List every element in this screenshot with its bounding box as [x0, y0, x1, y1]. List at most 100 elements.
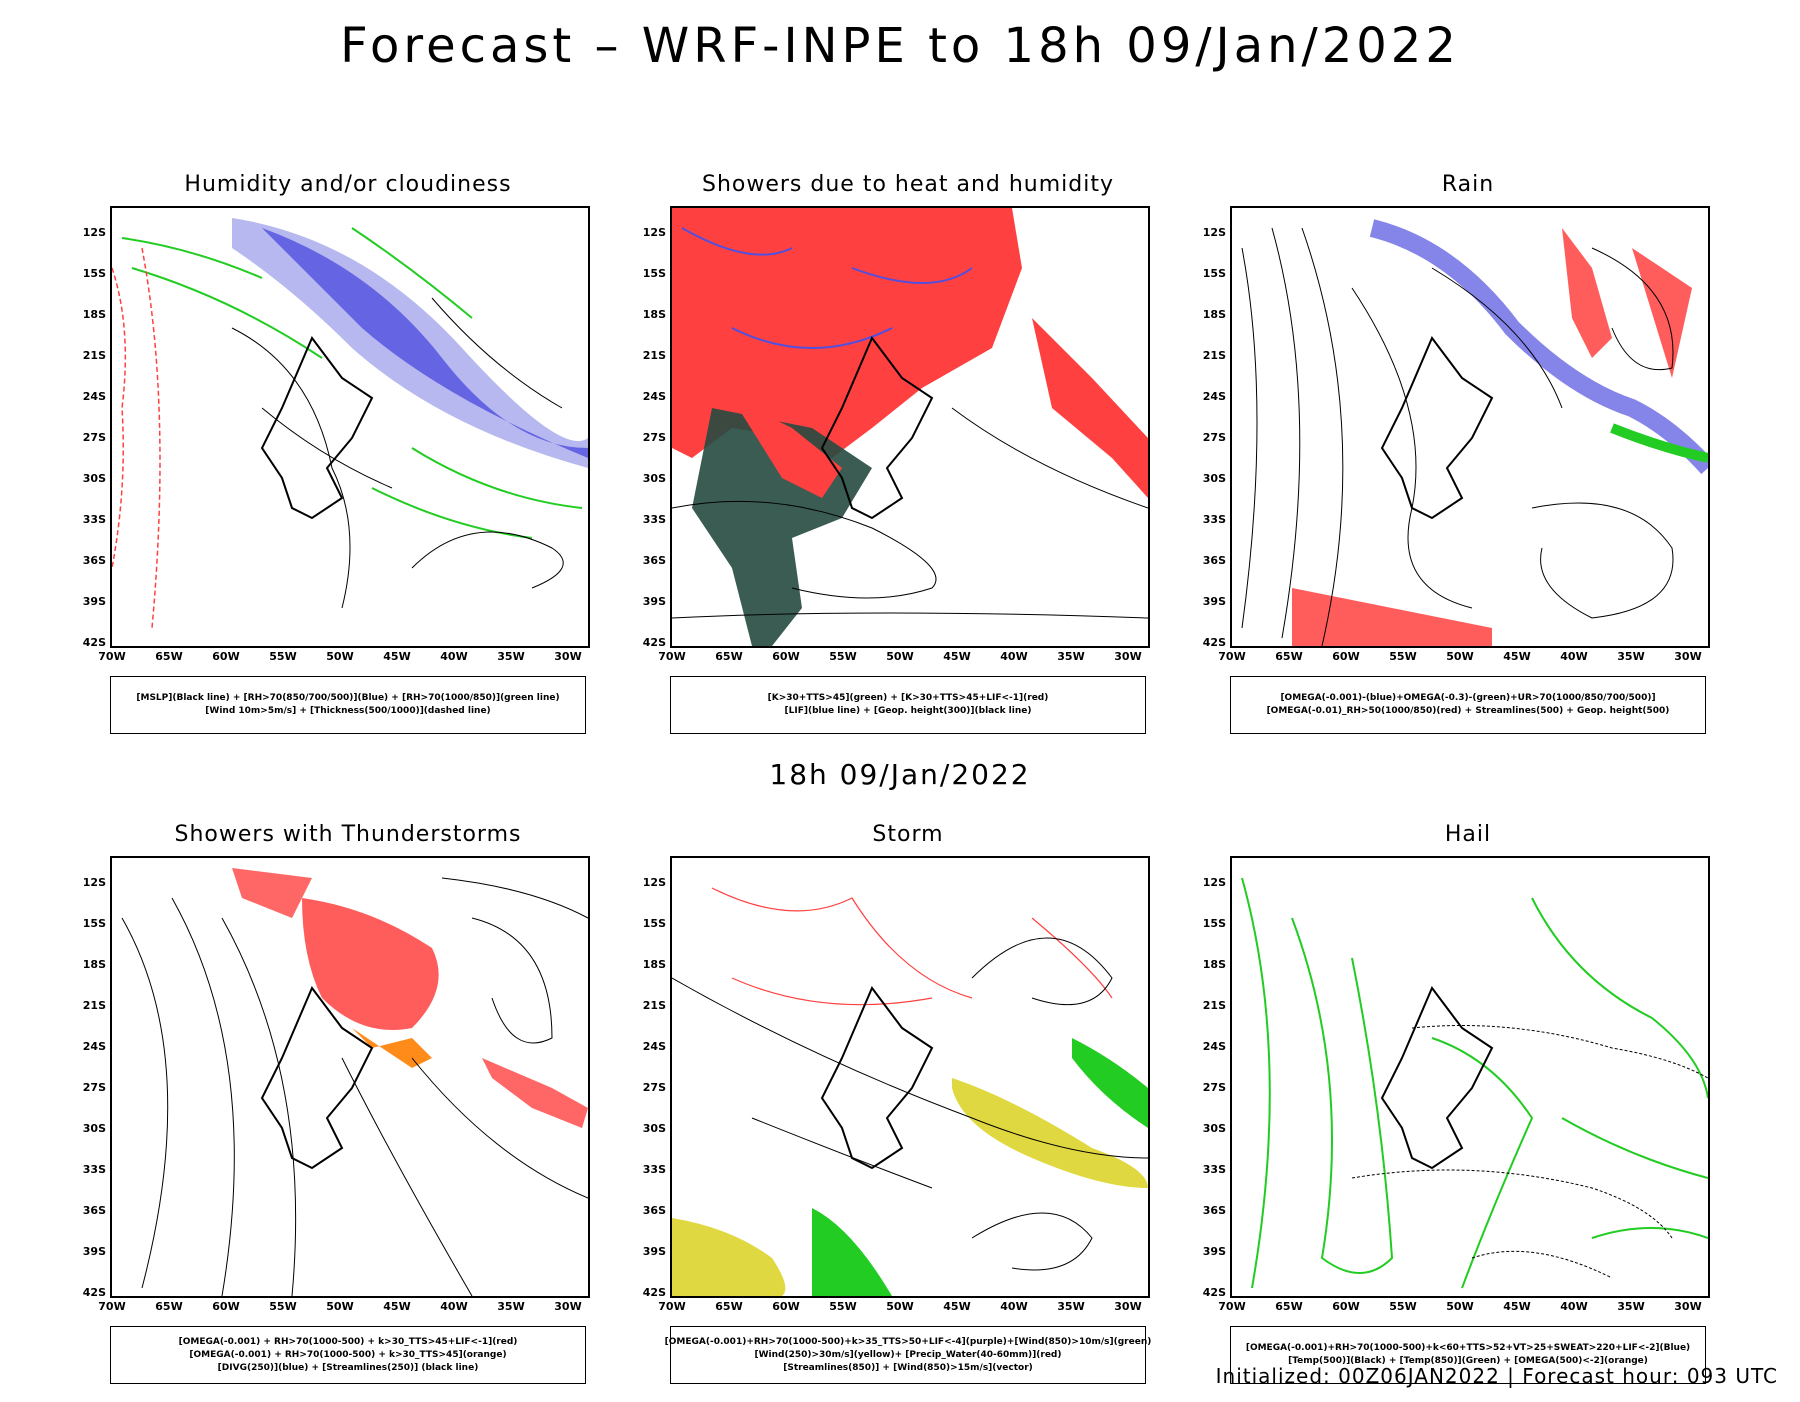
legend-line: [OMEGA(-0.001)+RH>70(1000-500)+k>35_TTS>…	[664, 1336, 1152, 1347]
panel-title: Storm	[872, 822, 944, 847]
legend-line: [OMEGA(-0.001) + RH>70(1000-500) + k>30_…	[178, 1336, 518, 1347]
lon-tick-label: 40W	[1560, 1300, 1588, 1313]
lat-tick-label: 27S	[1202, 1081, 1226, 1094]
lon-tick-label: 35W	[1057, 650, 1085, 663]
lat-tick-label: 12S	[1202, 226, 1226, 239]
lon-tick-label: 40W	[440, 650, 468, 663]
lat-tick-label: 24S	[642, 1040, 666, 1053]
lon-tick-label: 45W	[383, 650, 411, 663]
lat-tick-label: 36S	[642, 1204, 666, 1217]
lat-tick-label: 30S	[82, 472, 106, 485]
lat-tick-label: 24S	[82, 390, 106, 403]
lon-tick-label: 60W	[1332, 650, 1360, 663]
lon-tick-label: 45W	[383, 1300, 411, 1313]
legend-line: [Wind(250)>30m/s](yellow)+ [Precip_Water…	[754, 1349, 1062, 1360]
lat-tick-label: 12S	[1202, 876, 1226, 889]
panel-legend: [OMEGA(-0.001) + RH>70(1000-500) + k>30_…	[110, 1326, 586, 1384]
lat-tick-label: 36S	[1202, 554, 1226, 567]
lat-tick-label: 39S	[1202, 1245, 1226, 1258]
lat-tick-label: 15S	[1202, 267, 1226, 280]
panel-legend: [K>30+TTS>45](green) + [K>30+TTS>45+LIF<…	[670, 676, 1146, 734]
map-showers-heat	[670, 206, 1150, 648]
lon-tick-label: 50W	[326, 1300, 354, 1313]
legend-line: [K>30+TTS>45](green) + [K>30+TTS>45+LIF<…	[767, 693, 1049, 703]
lon-tick-label: 65W	[715, 650, 743, 663]
panel-hail: Hail [OMEGA(-0.001)+RH>70(1000-500)+k<60…	[1188, 822, 1748, 1402]
lat-tick-label: 39S	[82, 1245, 106, 1258]
lat-tick-label: 39S	[642, 1245, 666, 1258]
lat-tick-label: 33S	[82, 1163, 106, 1176]
lon-tick-label: 35W	[1057, 1300, 1085, 1313]
legend-line: [Wind 10m>5m/s] + [Thickness(500/1000)](…	[205, 706, 491, 716]
lon-tick-label: 30W	[554, 650, 582, 663]
lon-tick-label: 60W	[772, 650, 800, 663]
lon-tick-label: 50W	[886, 650, 914, 663]
lon-tick-label: 40W	[1000, 650, 1028, 663]
lon-tick-label: 35W	[1617, 1300, 1645, 1313]
lat-tick-label: 27S	[642, 1081, 666, 1094]
lon-tick-label: 30W	[554, 1300, 582, 1313]
lon-tick-label: 65W	[155, 1300, 183, 1313]
lon-tick-label: 55W	[829, 650, 857, 663]
lat-tick-label: 18S	[642, 308, 666, 321]
lon-tick-label: 55W	[269, 650, 297, 663]
lat-tick-label: 42S	[642, 636, 666, 649]
lat-tick-label: 42S	[1202, 636, 1226, 649]
lon-tick-label: 40W	[440, 1300, 468, 1313]
lat-tick-label: 15S	[1202, 917, 1226, 930]
lat-tick-label: 21S	[1202, 349, 1226, 362]
lat-tick-label: 24S	[1202, 1040, 1226, 1053]
lat-tick-label: 30S	[82, 1122, 106, 1135]
lat-tick-label: 15S	[82, 917, 106, 930]
lat-tick-label: 12S	[642, 226, 666, 239]
lon-tick-label: 45W	[943, 650, 971, 663]
init-footer: Initialized: 00Z06JAN2022 | Forecast hou…	[1215, 1364, 1778, 1388]
lon-tick-label: 55W	[1389, 1300, 1417, 1313]
lon-tick-label: 65W	[715, 1300, 743, 1313]
panel-title: Showers due to heat and humidity	[701, 172, 1115, 197]
lon-tick-label: 65W	[1275, 1300, 1303, 1313]
panel-legend: [OMEGA(-0.001)-(blue)+OMEGA(-0.3)-(green…	[1230, 676, 1706, 734]
map-humidity	[110, 206, 590, 648]
lat-tick-label: 30S	[1202, 472, 1226, 485]
panel-legend: [OMEGA(-0.001)+RH>70(1000-500)+k<60+TTS>…	[1230, 1326, 1706, 1384]
legend-line: [OMEGA(-0.001)+RH>70(1000-500)+k<60+TTS>…	[1245, 1343, 1691, 1353]
lon-tick-label: 70W	[98, 650, 126, 663]
lon-tick-label: 30W	[1114, 1300, 1142, 1313]
lat-tick-label: 12S	[82, 876, 106, 889]
lat-tick-label: 18S	[642, 958, 666, 971]
lat-tick-label: 33S	[82, 513, 106, 526]
lat-tick-label: 30S	[642, 472, 666, 485]
lon-tick-label: 70W	[98, 1300, 126, 1313]
panel-title: Showers with Thunderstorms	[174, 822, 522, 847]
legend-line: [OMEGA(-0.001) + RH>70(1000-500) + k>30_…	[189, 1349, 507, 1360]
lat-tick-label: 33S	[1202, 513, 1226, 526]
lon-tick-label: 70W	[658, 650, 686, 663]
legend-line: [LIF](blue line) + [Geop. height(300)](b…	[784, 706, 1032, 716]
lat-tick-label: 15S	[642, 917, 666, 930]
lon-tick-label: 35W	[497, 1300, 525, 1313]
lat-tick-label: 36S	[82, 554, 106, 567]
legend-line: [MSLP](Black line) + [RH>70(850/700/500)…	[136, 693, 560, 703]
lat-tick-label: 27S	[82, 431, 106, 444]
lon-tick-label: 70W	[1218, 1300, 1246, 1313]
lat-tick-label: 27S	[82, 1081, 106, 1094]
legend-line: [Temp(500)](Black) + [Temp(850)](Green) …	[1288, 1356, 1648, 1366]
lat-tick-label: 33S	[1202, 1163, 1226, 1176]
map-storm	[670, 856, 1150, 1298]
legend-line: [DIVG(250)](blue) + [Streamlines(250)] (…	[217, 1362, 479, 1373]
lat-tick-label: 39S	[1202, 595, 1226, 608]
lon-tick-label: 55W	[829, 1300, 857, 1313]
lon-tick-label: 60W	[1332, 1300, 1360, 1313]
lat-tick-label: 39S	[82, 595, 106, 608]
lat-tick-label: 12S	[82, 226, 106, 239]
lat-tick-label: 30S	[1202, 1122, 1226, 1135]
lon-tick-label: 60W	[772, 1300, 800, 1313]
legend-line: [OMEGA(-0.01)_RH>50(1000/850)(red) + Str…	[1266, 706, 1670, 716]
lon-tick-label: 65W	[155, 650, 183, 663]
panel-humidity: Humidity and/or cloudiness [MSLP](Black …	[68, 172, 628, 752]
lat-tick-label: 24S	[642, 390, 666, 403]
panel-title: Rain	[1441, 172, 1495, 197]
valid-time-title: 18h 09/Jan/2022	[769, 758, 1031, 791]
panel-legend: [OMEGA(-0.001)+RH>70(1000-500)+k>35_TTS>…	[665, 1326, 1151, 1384]
